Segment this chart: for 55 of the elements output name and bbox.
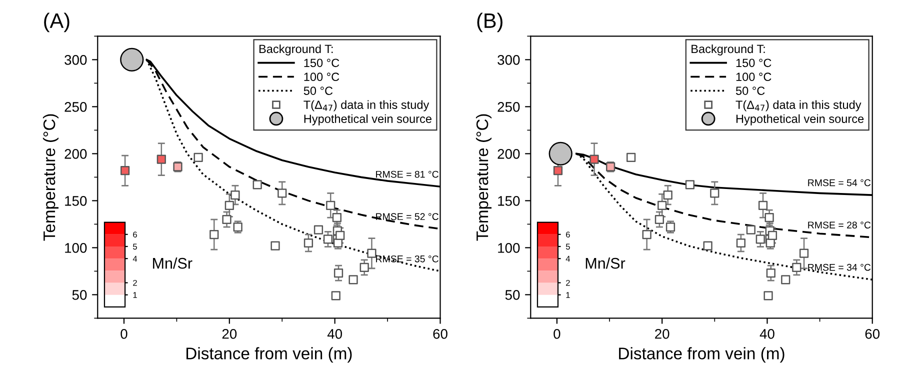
y-tick-label: 100 [65, 243, 87, 253]
y-tick-label: 300 [498, 55, 520, 65]
color-bar-label: 1 [566, 292, 570, 298]
x-tick-label: 20 [222, 328, 237, 339]
legend-label: T(Δ$_{47}$) data in this study [736, 100, 862, 112]
annotation: RMSE = 28 °C [808, 222, 871, 228]
color-bar-label: 4 [566, 256, 570, 262]
legend-label: 100 °C [736, 72, 772, 82]
y-tick-label: 150 [65, 196, 87, 206]
annotation: RMSE = 81 °C [376, 170, 438, 178]
color-bar-label: 1 [133, 292, 137, 298]
x-tick-label: 0 [554, 328, 560, 339]
legend-title: Background T: [692, 44, 765, 56]
chart-title: (A) [44, 12, 70, 32]
color-bar-label: 2 [566, 280, 570, 286]
y-tick-label: 200 [498, 149, 520, 159]
y-tick-label: 50 [72, 290, 87, 300]
y-axis-title: Temperature (°C) [42, 114, 58, 241]
x-tick-label: 60 [865, 328, 880, 339]
legend-label: 50 °C [736, 86, 765, 95]
y-tick-label: 250 [64, 102, 87, 112]
legend-title: Background T: [259, 44, 333, 56]
y-tick-label: 200 [64, 149, 87, 159]
legend-label: Hypothetical vein source [304, 114, 432, 126]
y-tick-label: 100 [498, 243, 520, 253]
color-bar-label: 2 [133, 280, 137, 286]
annotation: RMSE = 52 °C [376, 213, 438, 220]
y-axis-title: Temperature (°C) [476, 114, 492, 241]
y-tick-label: 150 [498, 196, 520, 206]
legend-label: T(Δ$_{47}$) data in this study [304, 100, 430, 112]
y-tick-label: 250 [498, 102, 520, 112]
color-bar-label: 6 [133, 232, 137, 238]
legend-label: 150 °C [304, 58, 340, 68]
x-tick-label: 60 [433, 328, 448, 339]
x-tick-label: 40 [760, 328, 774, 339]
y-tick-label: 300 [64, 55, 87, 65]
color-bar-title: Mn/Sr [153, 257, 192, 269]
annotation: RMSE = 54 °C [808, 179, 871, 186]
legend-label: Hypothetical vein source [736, 114, 864, 126]
legend-label: 50 °C [304, 86, 333, 95]
annotation: RMSE = 34 °C [808, 264, 871, 271]
chart-title: (B) [477, 12, 502, 32]
color-bar-label: 5 [133, 244, 137, 250]
x-tick-label: 40 [327, 328, 342, 339]
color-bar-label: 4 [132, 256, 138, 262]
y-tick-label: 50 [505, 290, 520, 300]
x-axis-title: Distance from vein (m) [619, 347, 784, 363]
legend-label: 150 °C [736, 58, 772, 68]
x-tick-label: 20 [655, 328, 670, 339]
x-axis-title: Distance from vein (m) [186, 347, 352, 363]
color-bar-label: 5 [566, 244, 570, 250]
color-bar-title: Mn/Sr [586, 257, 626, 269]
x-tick-label: 0 [120, 328, 128, 339]
legend-label: 100 °C [304, 72, 340, 82]
color-bar-label: 6 [566, 232, 570, 238]
